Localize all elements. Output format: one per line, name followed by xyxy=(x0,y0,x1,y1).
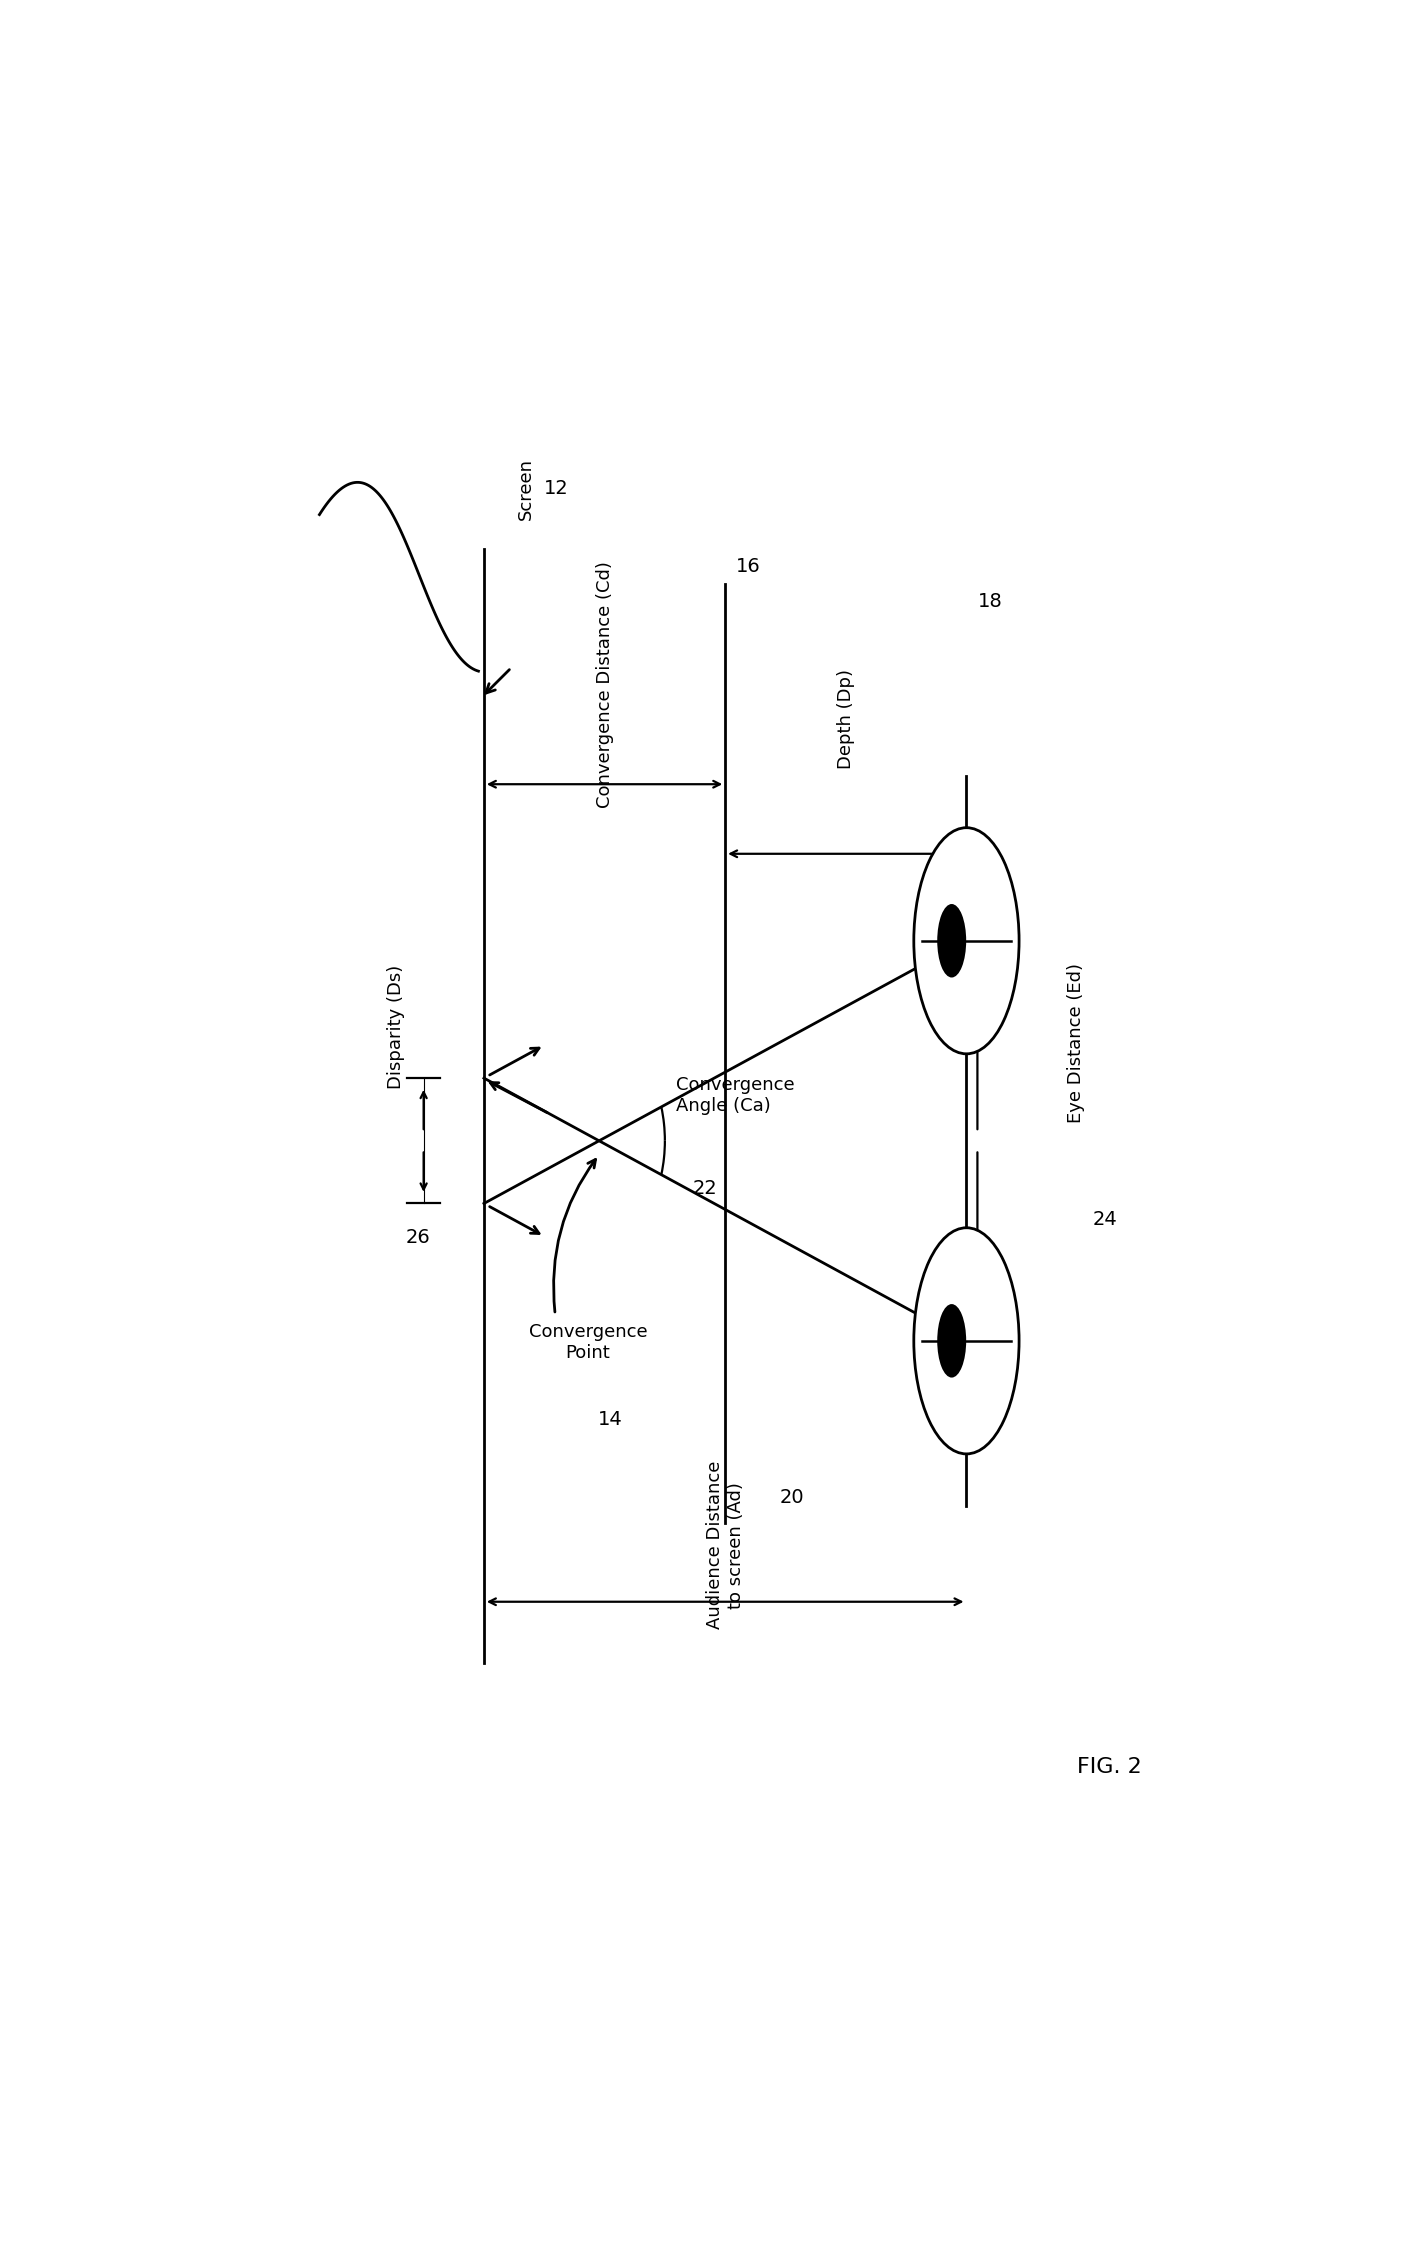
Text: Convergence Distance (Cd): Convergence Distance (Cd) xyxy=(596,560,614,809)
Text: 26: 26 xyxy=(406,1229,430,1247)
Ellipse shape xyxy=(937,904,966,978)
Text: Disparity (Ds): Disparity (Ds) xyxy=(388,965,405,1089)
Text: Screen: Screen xyxy=(516,459,535,520)
Text: 24: 24 xyxy=(1092,1211,1118,1229)
Text: Depth (Dp): Depth (Dp) xyxy=(836,669,855,768)
Ellipse shape xyxy=(914,1229,1019,1455)
Ellipse shape xyxy=(937,1303,966,1378)
Text: FIG. 2: FIG. 2 xyxy=(1077,1758,1142,1778)
Text: Audience Distance
to screen (Ad): Audience Distance to screen (Ad) xyxy=(706,1462,744,1629)
Ellipse shape xyxy=(914,827,1019,1053)
Text: 18: 18 xyxy=(978,592,1002,612)
Text: 20: 20 xyxy=(780,1489,805,1507)
Text: 14: 14 xyxy=(597,1410,623,1430)
Text: 12: 12 xyxy=(545,479,569,497)
Text: Eye Distance (Ed): Eye Distance (Ed) xyxy=(1067,962,1085,1123)
Text: Convergence
Angle (Ca): Convergence Angle (Ca) xyxy=(676,1075,794,1114)
Text: 22: 22 xyxy=(692,1179,717,1197)
Text: Convergence
Point: Convergence Point xyxy=(529,1324,648,1362)
Text: 16: 16 xyxy=(736,558,761,576)
